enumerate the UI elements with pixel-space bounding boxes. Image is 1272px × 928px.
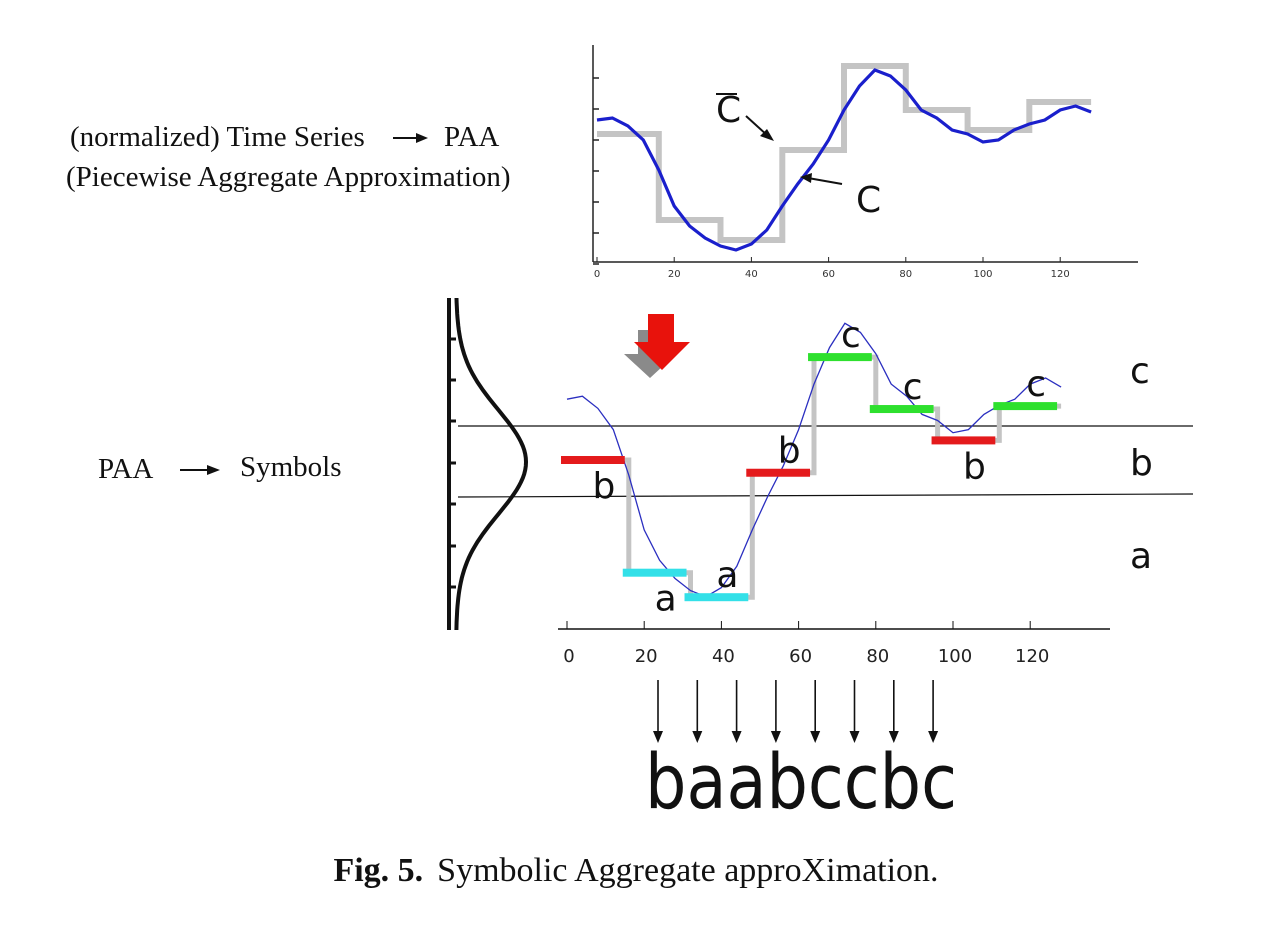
symbol-letter: c bbox=[841, 315, 861, 356]
c-bar-label: C bbox=[716, 90, 741, 131]
symbol-arrowhead bbox=[928, 731, 939, 743]
gaussian-distribution bbox=[447, 297, 529, 631]
caption-label: Fig. 5. bbox=[333, 852, 424, 889]
figure-caption: Fig. 5. Symbolic Aggregate approXimation. bbox=[0, 852, 1272, 890]
top-x-tick-label: 120 bbox=[1051, 269, 1070, 280]
band-label-c: c bbox=[1130, 351, 1150, 392]
symbol-arrowhead bbox=[810, 731, 821, 743]
symbol-segment bbox=[561, 456, 625, 464]
top-y-ticks bbox=[593, 77, 599, 265]
c-arrowhead bbox=[800, 173, 812, 183]
symbol-arrows bbox=[653, 680, 939, 743]
symbol-letters: baabccbc bbox=[592, 315, 1046, 620]
sax-diagram: 0 20 40 60 80 100 120 C C (normalized) Time Se… bbox=[66, 45, 1194, 826]
bottom-paa-line bbox=[567, 354, 1062, 600]
bottom-x-tick-label: 120 bbox=[1015, 646, 1049, 667]
bottom-x-tick-label: 80 bbox=[866, 646, 889, 667]
symbol-arrowhead bbox=[653, 731, 663, 743]
c-bar-arrowhead bbox=[760, 129, 774, 141]
band-label-b: b bbox=[1130, 443, 1153, 484]
top-x-tick-label: 80 bbox=[899, 269, 912, 280]
symbol-segment bbox=[931, 436, 996, 445]
top-x-tick-label: 100 bbox=[973, 269, 992, 280]
symbol-letter: b bbox=[778, 431, 801, 472]
symbol-letter: b bbox=[963, 446, 986, 487]
arrow-to-paa bbox=[393, 133, 428, 143]
bottom-x-tick-label: 40 bbox=[712, 646, 735, 667]
top-x-tick-label: 60 bbox=[822, 269, 835, 280]
symbol-letter: a bbox=[655, 579, 677, 620]
bottom-x-tick-label: 20 bbox=[635, 646, 658, 667]
symbol-segment bbox=[746, 468, 811, 477]
c-arrow bbox=[807, 177, 843, 185]
symbol-segment bbox=[808, 353, 872, 362]
bottom-x-tick-label: 100 bbox=[938, 646, 972, 667]
bottom-x-tick-label: 60 bbox=[789, 646, 812, 667]
top-chart: 0 20 40 60 80 100 120 C C bbox=[592, 45, 1138, 280]
bottom-time-series-line bbox=[566, 322, 1062, 598]
breakpoint-lower bbox=[457, 493, 1194, 498]
gaussian-curve bbox=[454, 297, 529, 631]
top-x-tick-label: 20 bbox=[668, 269, 681, 280]
band-label-a: a bbox=[1130, 536, 1152, 577]
arrow-to-symbols bbox=[180, 465, 220, 475]
symbol-segment bbox=[993, 402, 1058, 411]
top-time-series-line bbox=[596, 68, 1092, 252]
top-x-tick-label: 0 bbox=[594, 269, 600, 280]
symbol-letter: c bbox=[1026, 364, 1046, 405]
symbol-arrowhead bbox=[849, 731, 860, 743]
paa-target-label: PAA bbox=[444, 121, 499, 153]
bottom-x-ticks: 0 20 40 60 80 100 120 bbox=[563, 621, 1049, 667]
paa-expansion-label: (Piecewise Aggregate Approximation) bbox=[66, 161, 511, 193]
symbol-arrowhead bbox=[731, 731, 742, 743]
symbol-letter: c bbox=[903, 367, 923, 408]
symbol-arrowhead bbox=[888, 731, 899, 743]
caption-text: Symbolic Aggregate approXimation. bbox=[437, 852, 939, 889]
symbol-letter: a bbox=[716, 555, 738, 596]
symbol-letter: b bbox=[592, 466, 615, 507]
gaussian-ticks bbox=[449, 337, 456, 589]
symbol-segment bbox=[684, 593, 749, 602]
symbol-segment bbox=[622, 568, 687, 577]
symbols-label: Symbols bbox=[240, 451, 342, 483]
time-series-label: (normalized) Time Series bbox=[70, 121, 365, 153]
symbol-arrowhead bbox=[692, 731, 703, 743]
symbol-segment bbox=[869, 405, 934, 414]
bottom-x-tick-label: 0 bbox=[563, 646, 574, 667]
bottom-chart: 0 20 40 60 80 100 120 baabccbc c b a bbox=[457, 315, 1194, 667]
paa-label: PAA bbox=[98, 453, 153, 485]
top-x-ticks: 0 20 40 60 80 100 120 bbox=[594, 257, 1070, 280]
symbol-segments bbox=[561, 353, 1058, 602]
c-label: C bbox=[856, 180, 881, 221]
sax-word: baabccbc bbox=[645, 737, 957, 826]
down-arrow-icon bbox=[624, 314, 690, 378]
top-x-tick-label: 40 bbox=[745, 269, 758, 280]
top-paa-line bbox=[597, 63, 1092, 243]
symbol-arrowhead bbox=[770, 731, 781, 743]
